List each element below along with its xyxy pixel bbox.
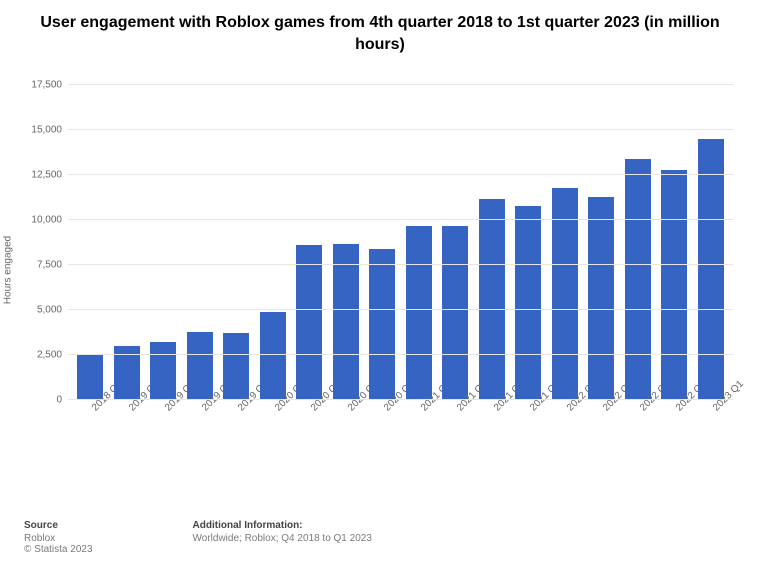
- gridline: [68, 219, 733, 220]
- bar-slot: 2019 Q1: [109, 80, 146, 400]
- info-heading: Additional Information:: [193, 520, 372, 531]
- bar-slot: 2021 Q1: [401, 80, 438, 400]
- bar-slot: 2022 Q4: [656, 80, 693, 400]
- y-tick-label: 2,500: [37, 350, 68, 361]
- bar: [479, 199, 505, 400]
- bars-container: 2018 Q42019 Q12019 Q22019 Q32019 Q42020 …: [68, 80, 733, 400]
- bar-slot: 2020 Q1: [255, 80, 292, 400]
- bar: [698, 139, 724, 400]
- bar-slot: 2023 Q1: [693, 80, 730, 400]
- y-axis-label: Hours engaged: [3, 236, 14, 304]
- bar: [625, 159, 651, 400]
- bar: [187, 332, 213, 400]
- chart-footer: Source Roblox © Statista 2023 Additional…: [24, 520, 736, 555]
- info-block: Additional Information: Worldwide; Roblo…: [193, 520, 372, 555]
- chart-title: User engagement with Roblox games from 4…: [0, 0, 760, 59]
- y-tick-label: 12,500: [31, 170, 68, 181]
- bar-slot: 2018 Q4: [72, 80, 109, 400]
- bar-slot: 2021 Q3: [474, 80, 511, 400]
- bar: [442, 226, 468, 400]
- bar-slot: 2021 Q4: [510, 80, 547, 400]
- copyright-line: © Statista 2023: [24, 544, 93, 555]
- bar: [588, 197, 614, 400]
- bar: [661, 170, 687, 400]
- bar-slot: 2022 Q1: [547, 80, 584, 400]
- gridline: [68, 399, 733, 400]
- bar-slot: 2020 Q4: [364, 80, 401, 400]
- bar: [223, 333, 249, 400]
- y-tick-label: 5,000: [37, 305, 68, 316]
- gridline: [68, 309, 733, 310]
- chart-area: Hours engaged 2018 Q42019 Q12019 Q22019 …: [0, 70, 760, 470]
- bar: [406, 226, 432, 400]
- bar-slot: 2019 Q3: [182, 80, 219, 400]
- y-tick-label: 17,500: [31, 80, 68, 91]
- bar: [333, 244, 359, 400]
- gridline: [68, 174, 733, 175]
- bar: [369, 249, 395, 400]
- plot-region: 2018 Q42019 Q12019 Q22019 Q32019 Q42020 …: [68, 80, 733, 400]
- y-tick-label: 15,000: [31, 125, 68, 136]
- source-name: Roblox: [24, 533, 93, 544]
- source-block: Source Roblox © Statista 2023: [24, 520, 93, 555]
- bar: [260, 312, 286, 400]
- bar-slot: 2020 Q2: [291, 80, 328, 400]
- gridline: [68, 264, 733, 265]
- bar: [296, 245, 322, 400]
- bar-slot: 2021 Q2: [437, 80, 474, 400]
- bar: [77, 355, 103, 400]
- bar-slot: 2022 Q3: [620, 80, 657, 400]
- gridline: [68, 84, 733, 85]
- bar-slot: 2019 Q2: [145, 80, 182, 400]
- gridline: [68, 354, 733, 355]
- y-tick-label: 0: [56, 395, 68, 406]
- bar-slot: 2020 Q3: [328, 80, 365, 400]
- info-text: Worldwide; Roblox; Q4 2018 to Q1 2023: [193, 533, 372, 544]
- gridline: [68, 129, 733, 130]
- bar: [515, 206, 541, 400]
- y-tick-label: 7,500: [37, 260, 68, 271]
- bar: [150, 342, 176, 400]
- source-heading: Source: [24, 520, 93, 531]
- bar-slot: 2022 Q2: [583, 80, 620, 400]
- y-tick-label: 10,000: [31, 215, 68, 226]
- bar-slot: 2019 Q4: [218, 80, 255, 400]
